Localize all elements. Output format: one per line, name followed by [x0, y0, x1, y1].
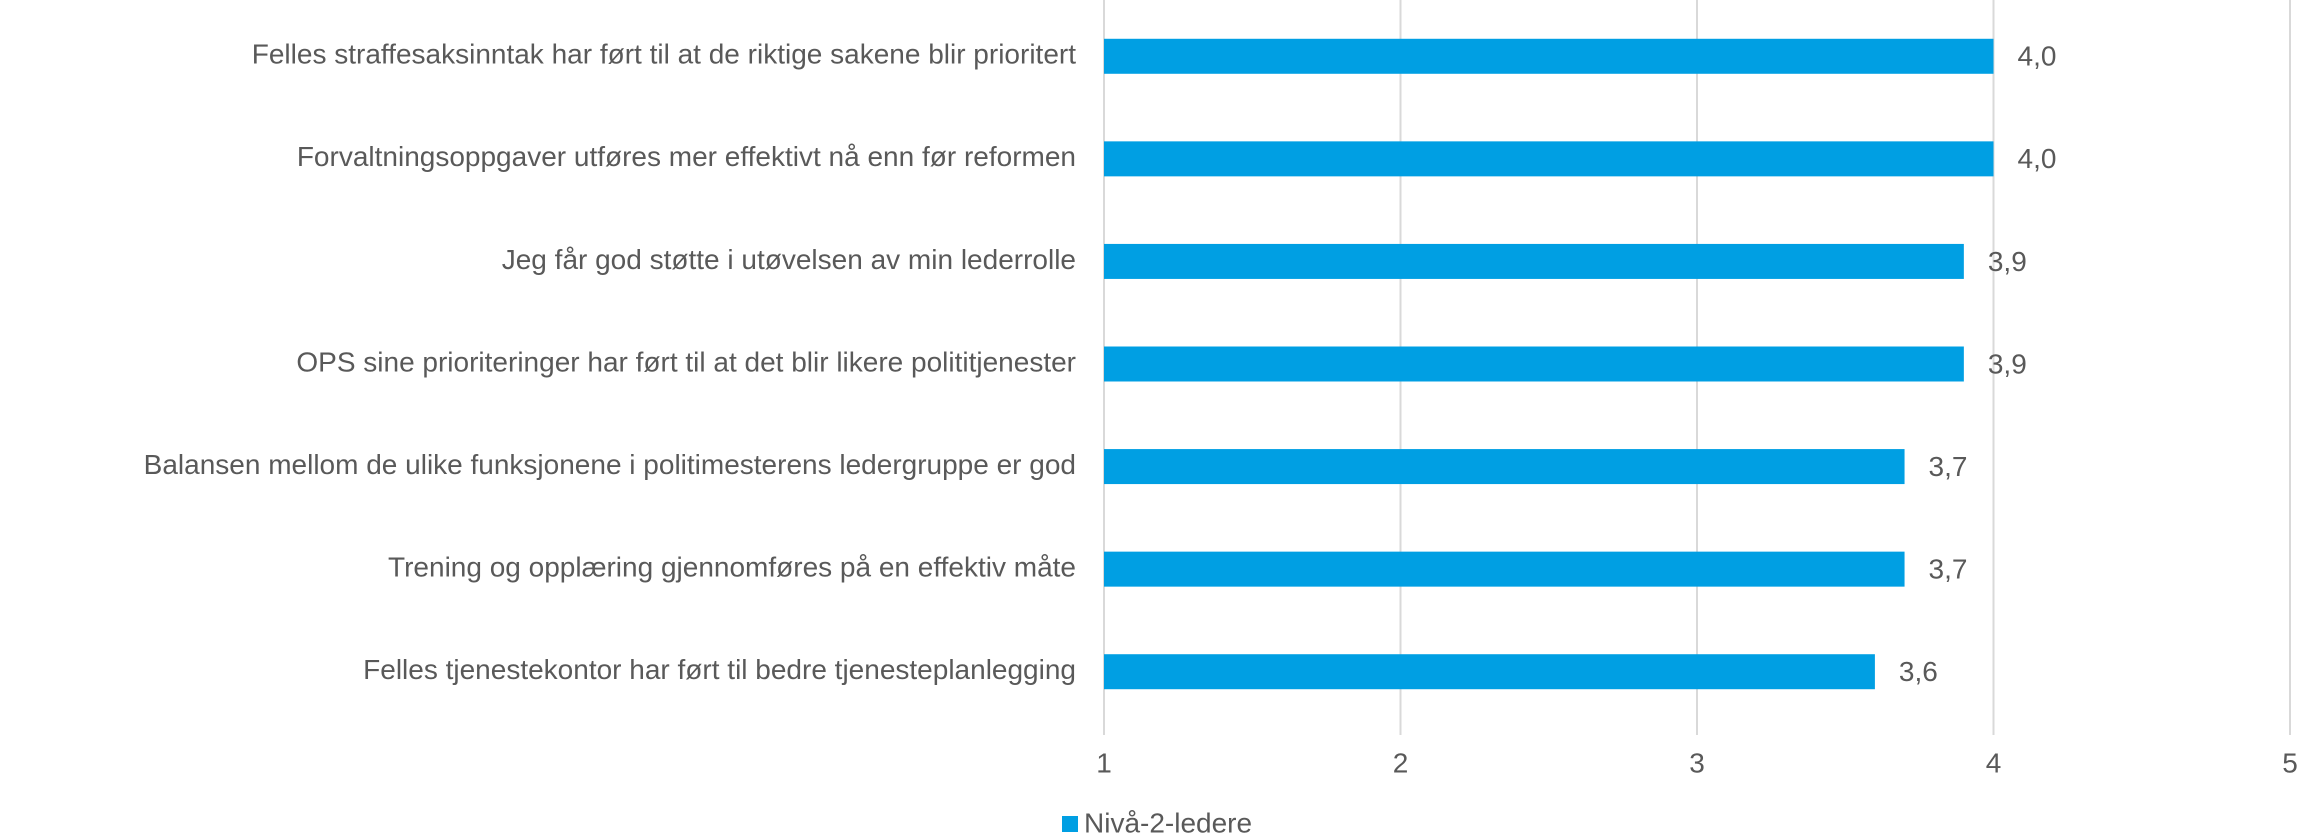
data-label: 3,9	[1988, 246, 2027, 277]
y-tick-label: Felles tjenestekontor har ført til bedre…	[363, 654, 1076, 685]
data-label: 4,0	[2018, 143, 2057, 174]
bar	[1104, 141, 1994, 177]
x-tick-label: 2	[1393, 747, 1409, 778]
legend-swatch	[1062, 816, 1078, 832]
y-tick-label: OPS sine prioriteringer har ført til at …	[296, 346, 1076, 377]
y-tick-label: Felles straffesaksinntak har ført til at…	[252, 39, 1076, 70]
data-label: 3,7	[1929, 554, 1968, 585]
bar	[1104, 38, 1994, 74]
x-tick-label: 4	[1986, 747, 2002, 778]
bar	[1104, 449, 1905, 485]
data-label: 3,6	[1899, 656, 1938, 687]
data-label: 3,7	[1929, 451, 1968, 482]
y-tick-label: Trening og opplæring gjennomføres på en …	[388, 552, 1076, 583]
data-label: 3,9	[1988, 348, 2027, 379]
data-label: 4,0	[2018, 41, 2057, 72]
y-tick-label: Jeg får god støtte i utøvelsen av min le…	[502, 244, 1076, 275]
y-tick-label: Balansen mellom de ulike funksjonene i p…	[144, 449, 1076, 480]
bar	[1104, 243, 1964, 279]
x-tick-label: 1	[1096, 747, 1112, 778]
x-tick-label: 5	[2282, 747, 2298, 778]
x-tick-label: 3	[1689, 747, 1705, 778]
y-tick-label: Forvaltningsoppgaver utføres mer effekti…	[297, 141, 1076, 172]
legend-label: Nivå-2-ledere	[1084, 807, 1252, 838]
bar	[1104, 551, 1905, 587]
bar	[1104, 346, 1964, 382]
bar	[1104, 654, 1875, 690]
